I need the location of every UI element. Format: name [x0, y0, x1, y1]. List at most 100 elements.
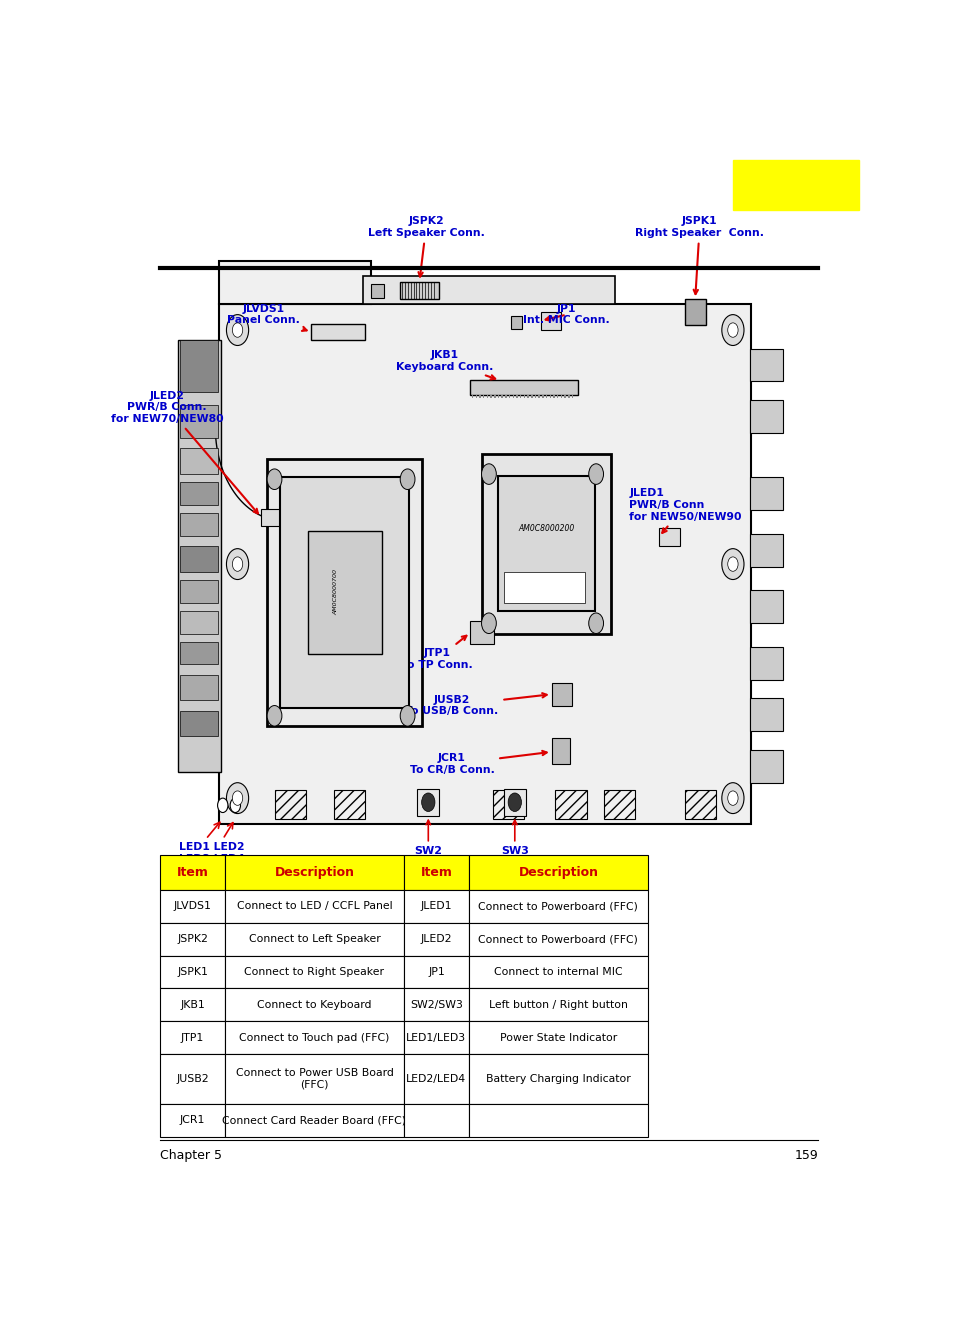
Bar: [551, 683, 572, 705]
Bar: [537, 395, 539, 398]
Bar: [403, 955, 469, 989]
Bar: [749, 749, 782, 783]
Bar: [659, 528, 679, 546]
Bar: [535, 395, 536, 398]
Text: 159: 159: [793, 1149, 817, 1161]
Text: JTP1: JTP1: [181, 1033, 204, 1043]
Bar: [541, 395, 543, 398]
Circle shape: [400, 469, 415, 489]
Bar: [551, 739, 570, 764]
Bar: [180, 675, 218, 700]
Text: AM0C8000700: AM0C8000700: [333, 569, 338, 616]
Circle shape: [727, 557, 738, 572]
Bar: [160, 955, 225, 989]
Bar: [225, 1104, 403, 1137]
Bar: [178, 341, 221, 772]
Bar: [334, 790, 364, 819]
Bar: [478, 395, 480, 398]
Bar: [571, 395, 573, 398]
Text: JSPK1
Right Speaker  Conn.: JSPK1 Right Speaker Conn.: [635, 216, 763, 294]
Circle shape: [226, 314, 249, 346]
Bar: [180, 641, 218, 664]
Bar: [516, 395, 517, 398]
Bar: [180, 513, 218, 536]
Bar: [403, 923, 469, 955]
Bar: [225, 989, 403, 1021]
Bar: [545, 395, 547, 398]
Bar: [225, 890, 403, 923]
Text: Connect to Power USB Board
(FFC): Connect to Power USB Board (FFC): [235, 1069, 393, 1090]
Bar: [732, 160, 858, 210]
Text: JLED2
PWR/B Conn.
for NEW70/NEW80: JLED2 PWR/B Conn. for NEW70/NEW80: [111, 390, 257, 513]
Text: JLVDS1: JLVDS1: [173, 902, 212, 911]
Text: JP1
Int. MIC Conn.: JP1 Int. MIC Conn.: [522, 303, 609, 326]
Bar: [505, 395, 506, 398]
Text: JLVDS1
Panel Conn.: JLVDS1 Panel Conn.: [227, 303, 306, 331]
Bar: [549, 395, 551, 398]
Circle shape: [727, 323, 738, 337]
Bar: [527, 395, 528, 398]
Text: Item: Item: [420, 866, 452, 879]
Circle shape: [233, 791, 242, 806]
Bar: [555, 790, 586, 819]
Bar: [511, 315, 521, 329]
Bar: [180, 405, 218, 438]
Bar: [497, 395, 498, 398]
Bar: [225, 955, 403, 989]
Bar: [469, 923, 647, 955]
Bar: [469, 1104, 647, 1137]
Bar: [160, 855, 225, 890]
Text: Connect to LED / CCFL Panel: Connect to LED / CCFL Panel: [236, 902, 392, 911]
Circle shape: [400, 705, 415, 727]
Bar: [497, 476, 594, 611]
Text: JKB1
Keyboard Conn.: JKB1 Keyboard Conn.: [395, 350, 495, 379]
Bar: [370, 283, 383, 298]
Bar: [403, 1021, 469, 1054]
Bar: [219, 305, 751, 824]
Text: Connect to Touch pad (FFC): Connect to Touch pad (FFC): [239, 1033, 389, 1043]
Bar: [494, 395, 495, 398]
Circle shape: [721, 783, 743, 814]
Text: JCR1
To CR/B Conn.: JCR1 To CR/B Conn.: [409, 751, 546, 775]
Text: JLED1: JLED1: [420, 902, 452, 911]
Bar: [469, 989, 647, 1021]
Circle shape: [267, 469, 282, 489]
Circle shape: [421, 794, 435, 811]
Bar: [482, 395, 484, 398]
Text: LED1/LED3: LED1/LED3: [406, 1033, 466, 1043]
Bar: [749, 591, 782, 623]
Bar: [481, 453, 610, 633]
Bar: [469, 890, 647, 923]
Bar: [280, 477, 409, 708]
Text: Connect to Left Speaker: Connect to Left Speaker: [249, 934, 380, 945]
Circle shape: [233, 557, 242, 572]
Bar: [540, 311, 560, 330]
Circle shape: [721, 549, 743, 580]
Text: JSPK2
Left Speaker Conn.: JSPK2 Left Speaker Conn.: [367, 216, 484, 277]
Text: JSPK1: JSPK1: [177, 967, 208, 977]
Bar: [472, 395, 473, 398]
Bar: [749, 477, 782, 510]
Text: Description: Description: [517, 866, 598, 879]
Bar: [403, 1104, 469, 1137]
Text: JSPK2: JSPK2: [177, 934, 208, 945]
Bar: [519, 395, 521, 398]
Text: JUSB2: JUSB2: [176, 1074, 209, 1083]
Circle shape: [721, 314, 743, 346]
Bar: [469, 1054, 647, 1104]
Text: SW2/SW3: SW2/SW3: [410, 999, 462, 1010]
Bar: [400, 282, 438, 299]
Bar: [503, 788, 525, 815]
Bar: [749, 699, 782, 731]
Text: JUSB2
To USB/B Conn.: JUSB2 To USB/B Conn.: [405, 693, 546, 716]
Bar: [261, 509, 283, 525]
Bar: [531, 395, 532, 398]
Circle shape: [267, 705, 282, 727]
Bar: [363, 275, 614, 305]
Bar: [553, 395, 554, 398]
Bar: [749, 399, 782, 433]
Text: LED1 LED2
LED3 LED4: LED1 LED2 LED3 LED4: [178, 843, 244, 864]
Text: Connect Card Reader Board (FFC): Connect Card Reader Board (FFC): [222, 1116, 406, 1125]
Bar: [308, 530, 381, 655]
Bar: [225, 1021, 403, 1054]
